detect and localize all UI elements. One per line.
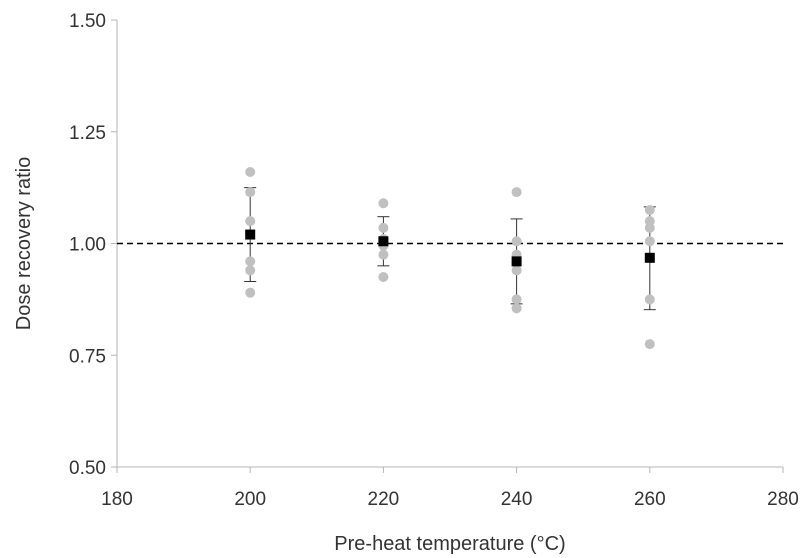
sample-point xyxy=(511,294,522,305)
y-tick-label: 1.50 xyxy=(69,11,106,32)
mean-marker xyxy=(644,252,655,263)
y-tick-label: 0.50 xyxy=(69,458,106,479)
data-points xyxy=(245,166,655,350)
tick-marks xyxy=(111,19,784,473)
y-tick-label: 0.75 xyxy=(69,346,106,367)
y-axis-label: Dose recovery ratio xyxy=(13,157,35,330)
sample-point xyxy=(511,303,522,314)
y-tick-label: 1.25 xyxy=(69,123,106,144)
sample-point xyxy=(245,187,256,198)
sample-point xyxy=(511,236,522,247)
sample-point xyxy=(644,222,655,233)
y-tick-label: 1.00 xyxy=(69,235,106,256)
x-tick-label: 200 xyxy=(234,489,266,510)
sample-point xyxy=(644,204,655,215)
sample-point xyxy=(245,265,256,276)
sample-point xyxy=(245,166,256,177)
sample-point xyxy=(378,222,389,233)
x-tick-label: 240 xyxy=(501,489,533,510)
sample-point xyxy=(511,187,522,198)
sample-point xyxy=(511,265,522,276)
x-tick-label: 260 xyxy=(634,489,666,510)
mean-marker xyxy=(511,256,522,267)
x-tick-label: 220 xyxy=(368,489,400,510)
x-tick-label: 280 xyxy=(767,489,799,510)
sample-point xyxy=(378,249,389,260)
tick-labels: 0.50 0.75 1.00 1.25 1.50 180 200 220 240 260 280 xyxy=(69,11,799,510)
sample-point xyxy=(378,272,389,283)
error-bars xyxy=(244,187,656,311)
sample-point xyxy=(644,294,655,305)
sample-point xyxy=(644,236,655,247)
mean-marker xyxy=(378,236,389,247)
sample-point xyxy=(245,256,256,267)
mean-marker xyxy=(245,229,256,240)
mean-markers xyxy=(245,229,655,267)
x-tick-label: 180 xyxy=(101,489,133,510)
sample-point xyxy=(644,339,655,350)
x-axis-label: Pre-heat temperature (°C) xyxy=(334,533,565,555)
sample-point xyxy=(245,216,256,227)
sample-point xyxy=(378,198,389,209)
sample-point xyxy=(245,287,256,298)
